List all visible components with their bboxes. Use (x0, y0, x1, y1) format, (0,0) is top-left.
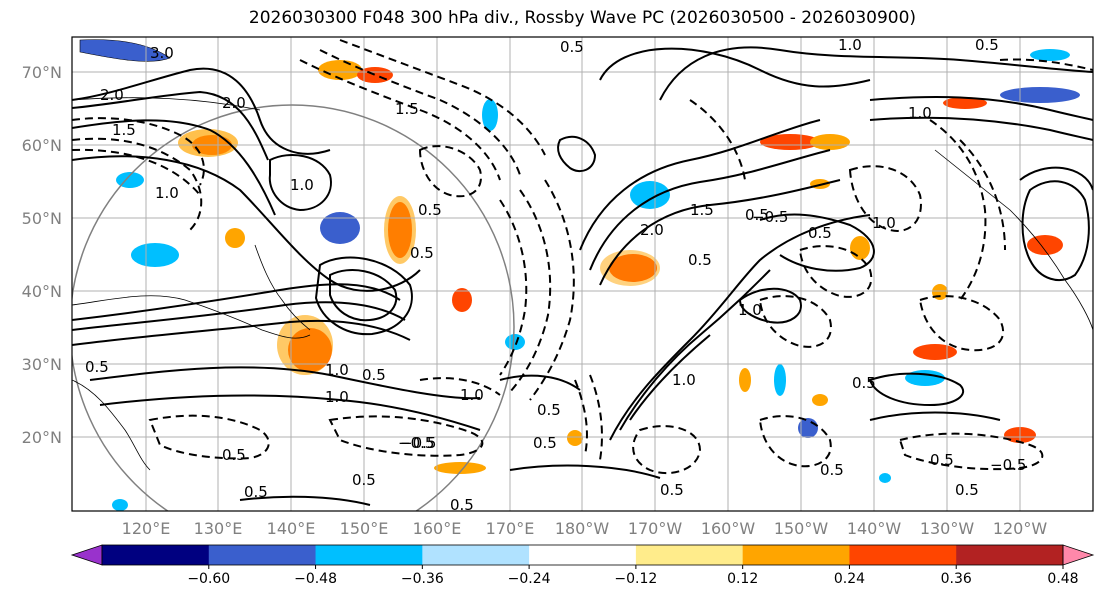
lat-label: 60°N (22, 136, 62, 155)
contour-label: 1.5 (112, 121, 136, 139)
lon-label: 170°E (486, 519, 535, 538)
contour-label: 1.0 (738, 301, 762, 319)
coastlines (72, 97, 1093, 471)
colorbar-tick-label: −0.12 (614, 571, 657, 587)
lat-label: 70°N (22, 63, 62, 82)
contour-label: 1.0 (325, 388, 349, 406)
lon-label: 160°E (413, 519, 462, 538)
contour-label: 0.5 (852, 374, 876, 392)
contour-label: 1.0 (290, 176, 314, 194)
lat-label: 20°N (22, 428, 62, 447)
contour-label: 0.5 (660, 481, 684, 499)
lon-label: 160°W (701, 519, 756, 538)
contour-label: 0.5 (418, 201, 442, 219)
contour-label: −0.5 (990, 456, 1026, 474)
contour-label: 0.5 (537, 401, 561, 419)
lat-lon-grid (72, 37, 1093, 511)
colorbar-swatch (102, 545, 210, 565)
contour-label: 1.0 (908, 104, 932, 122)
colorbar-swatch (1062, 544, 1095, 566)
contour-label: 0.5 (450, 496, 474, 514)
contour-labels: 3.0 2.0 1.5 1.0 2.0 1.5 1.0 0.5 0.5 1.0 … (85, 36, 1026, 514)
contour-label: 1.0 (672, 371, 696, 389)
lon-label: 150°W (774, 519, 829, 538)
contour-label: 3.0 (150, 44, 174, 62)
contour-label: 0.5 (85, 358, 109, 376)
lon-label: 180°W (555, 519, 610, 538)
contour-label: −0.5 (752, 208, 788, 226)
colorbar-tick-label: 0.48 (1047, 571, 1078, 587)
contour-label: 0.5 (975, 36, 999, 54)
latitude-labels: 70°N 60°N 50°N 40°N 30°N 20°N (22, 63, 62, 447)
contour-label: −0.5 (398, 434, 434, 452)
lon-label: 140°E (267, 519, 316, 538)
contour-label: 0.5 (930, 451, 954, 469)
colorbar-swatch (315, 545, 423, 565)
colorbar-tick-label: 0.12 (727, 571, 758, 587)
lon-label: 150°E (340, 519, 389, 538)
contour-label: 1.0 (155, 184, 179, 202)
lon-label: 140°W (847, 519, 902, 538)
contour-label: 0.5 (560, 38, 584, 56)
contour-label: 0.5 (222, 446, 246, 464)
colorbar-tick-label: −0.24 (508, 571, 551, 587)
solid-contours (72, 46, 1093, 506)
contour-label: 0.5 (352, 471, 376, 489)
colorbar-tick-label: 0.36 (941, 571, 972, 587)
lon-label: 130°E (194, 519, 243, 538)
contour-label: 2.0 (100, 86, 124, 104)
rossby-wave-circle (72, 104, 515, 511)
contour-label: 2.0 (222, 94, 246, 112)
contour-label: 0.5 (410, 244, 434, 262)
contour-label: 1.0 (325, 361, 349, 379)
contour-label: 0.5 (688, 251, 712, 269)
contour-label: 0.5 (808, 224, 832, 242)
colorbar-tick-label: −0.36 (401, 571, 444, 587)
contour-label: 1.5 (690, 201, 714, 219)
contour-label: 1.5 (395, 100, 419, 118)
lat-label: 50°N (22, 209, 62, 228)
colorbar-swatch (849, 545, 957, 565)
map-title: 2026030300 F048 300 hPa div., Rossby Wav… (248, 8, 917, 28)
contour-label: 0.5 (955, 481, 979, 499)
lon-label: 120°W (993, 519, 1048, 538)
contour-label: 0.5 (820, 461, 844, 479)
map-frame (71, 36, 1094, 512)
contour-label: 1.0 (872, 214, 896, 232)
colorbar-tick-label: −0.60 (187, 571, 230, 587)
contour-label: 0.5 (745, 206, 769, 224)
lon-label: 130°W (920, 519, 975, 538)
lat-label: 30°N (22, 355, 62, 374)
longitude-labels: 120°E 130°E 140°E 150°E 160°E 170°E 180°… (122, 519, 1048, 538)
contour-label: 0.5 (533, 434, 557, 452)
contour-label: 1.0 (460, 386, 484, 404)
colorbar-swatch (956, 545, 1064, 565)
contour-label: 0.5 (244, 483, 268, 501)
dashed-contours (72, 39, 1093, 475)
colorbar-swatch (208, 545, 317, 565)
colorbar-tick-label: −0.48 (294, 571, 337, 587)
colorbar-frame (101, 544, 1064, 566)
contour-label: 0.5 (362, 366, 386, 384)
colorbar-swatch (70, 544, 103, 566)
colorbar-tick-label: 0.24 (834, 571, 865, 587)
colorbar-swatch (422, 545, 530, 565)
contour-label: 2.0 (640, 221, 664, 239)
lon-label: 120°E (122, 519, 171, 538)
colorbar-swatch (529, 545, 637, 565)
contour-label: 1.0 (838, 36, 862, 54)
colorbar: −0.60 −0.48 −0.36 −0.24 −0.12 0.12 0.24 0.36 0.4… (70, 544, 1095, 587)
colorbar-swatch (635, 545, 744, 565)
divergence-shading (79, 39, 1080, 511)
colorbar-swatch (742, 545, 850, 565)
contour-label: −0.5 (400, 434, 436, 452)
lat-label: 40°N (22, 282, 62, 301)
lon-label: 170°W (628, 519, 683, 538)
